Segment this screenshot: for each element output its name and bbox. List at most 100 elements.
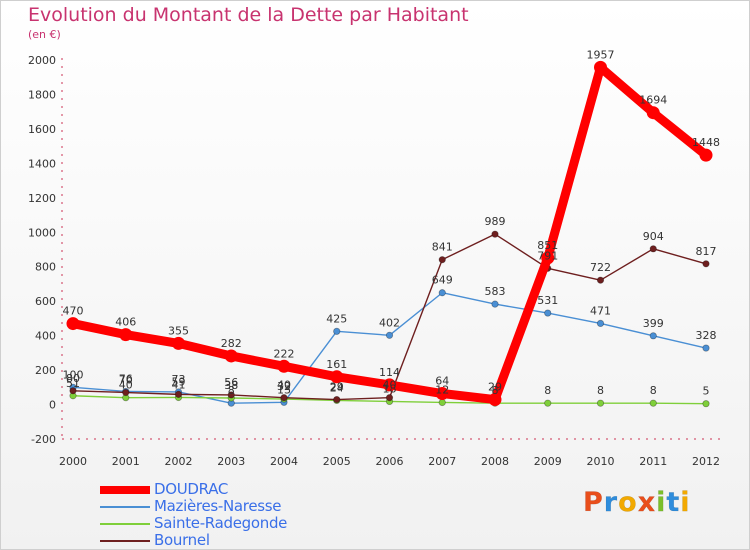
data-point [172,336,185,350]
data-label: 8 [228,384,235,397]
data-label: 40 [277,379,291,392]
x-tick-label: 2010 [587,455,615,468]
data-point [702,344,710,352]
data-label: 8 [650,384,657,397]
legend-label: DOUDRAC [154,480,229,498]
logo-letter: P [583,487,604,519]
chart-title: Evolution du Montant de la Dette par Hab… [28,4,469,26]
data-point [69,387,77,395]
legend-label: Bournel [154,531,210,549]
data-point [385,394,394,402]
data-label: 471 [590,304,611,317]
data-point [649,332,657,340]
legend-label: Sainte-Radegonde [154,514,288,532]
data-point [594,60,607,74]
data-point [224,349,238,363]
data-point [438,256,446,264]
data-point [435,387,449,401]
data-label: 80 [66,372,80,385]
data-point [544,309,552,317]
logo-letter: x [637,487,657,519]
x-tick-label: 2004 [270,455,298,468]
data-label: 5 [703,385,710,398]
data-label: 904 [643,230,664,243]
y-tick-label: -200 [31,433,56,446]
data-point [438,289,446,297]
data-label: 649 [432,274,453,287]
data-label: 51 [66,377,80,390]
data-label: 791 [537,249,558,262]
chart-ticks: -200 0 200 400 600 800 1000 1200 1400 1600 1800 200… [28,54,720,468]
x-tick-label: 2008 [481,455,509,468]
y-tick-label: 200 [35,364,56,377]
x-tick-label: 2003 [217,455,245,468]
data-point [649,245,657,253]
data-label: 1448 [692,136,720,149]
data-label: 70 [119,373,133,386]
chart-axes [61,58,725,440]
data-point [280,394,288,402]
data-label: 24 [330,381,344,394]
logo-letter: i [680,487,691,519]
data-label: 841 [432,241,453,254]
data-label: 8 [492,384,499,397]
data-point [544,399,552,407]
y-tick-label: 1000 [28,226,56,239]
data-point [330,370,344,384]
data-point [174,390,183,398]
logo-letter: o [618,487,638,519]
y-tick-label: 1200 [28,192,56,205]
data-label: 59 [172,375,186,388]
data-label: 355 [168,324,189,337]
x-tick-label: 2012 [692,455,720,468]
data-point [119,328,133,342]
data-point [333,395,341,404]
data-point [541,251,555,265]
data-label: 989 [485,215,506,228]
data-label: 8 [544,384,551,397]
y-tick-label: 1600 [28,123,56,136]
data-label: 32 [277,380,291,393]
y-tick-label: 1800 [28,88,56,101]
data-point [122,388,130,397]
data-label: 29 [488,381,502,394]
data-point [385,331,394,339]
data-label: 402 [379,316,400,329]
data-label: 406 [115,316,136,329]
data-point [702,260,710,268]
data-point [596,319,605,328]
chart-series [66,60,713,408]
y-tick-label: 2000 [28,54,56,67]
data-label: 531 [537,294,558,307]
data-point [646,106,660,120]
data-label: 29 [330,381,344,394]
data-point [596,399,605,407]
data-label: 40 [119,379,133,392]
series-line-doudrac [68,62,711,405]
data-point [488,393,502,407]
data-label: 38 [224,379,238,392]
logo-letter: i [656,487,667,519]
data-label: 114 [379,366,400,379]
data-point [277,359,291,373]
legend-swatch [100,506,150,508]
data-point [702,400,710,408]
data-label: 40 [383,379,397,392]
x-tick-label: 2006 [376,455,404,468]
legend-swatch [100,523,150,525]
x-tick-label: 2001 [112,455,140,468]
data-label: 12 [435,383,449,396]
data-point [596,276,605,284]
line-chart: -200 0 200 400 600 800 1000 1200 1400 1600 1800 200… [28,48,725,468]
data-label: 13 [277,383,291,396]
data-label: 222 [274,347,295,360]
data-label: 8 [597,384,604,397]
data-label: 73 [172,373,186,386]
data-label: 1694 [639,94,667,107]
data-label: 328 [696,329,717,342]
data-label: 18 [383,382,397,395]
data-point [383,378,396,392]
data-point [649,399,657,407]
data-label: 425 [326,312,347,325]
data-point [491,300,499,308]
